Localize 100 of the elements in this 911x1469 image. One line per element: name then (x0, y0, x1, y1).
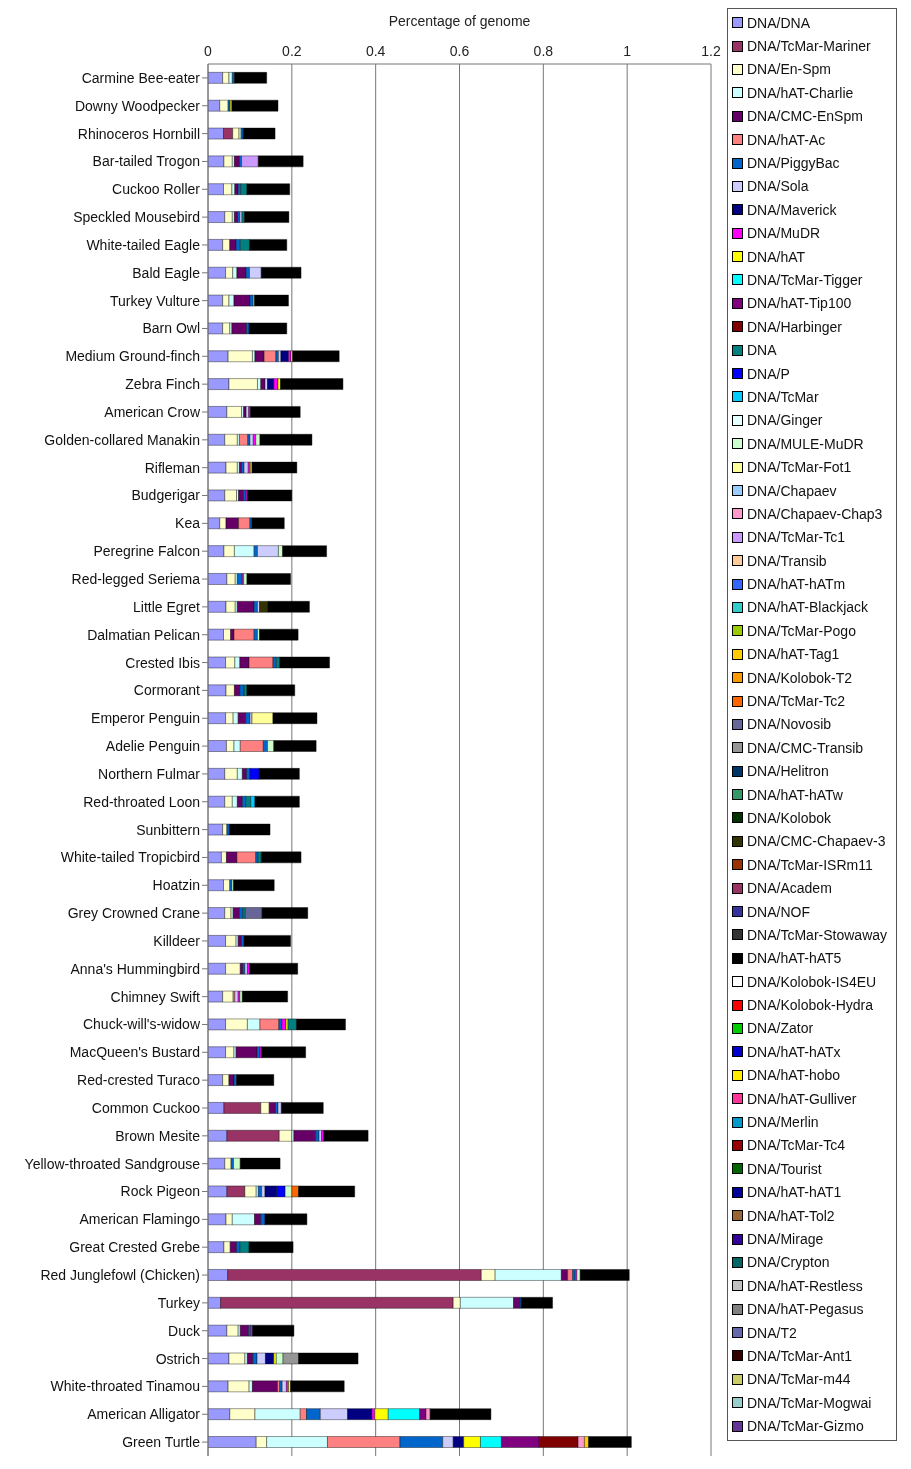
legend-label: DNA/Kolobok-T2 (747, 669, 853, 686)
legend-label: DNA/TcMar-ISRm11 (747, 856, 873, 873)
y-tick-label: Budgerigar (131, 487, 201, 504)
y-tick-label: Kea (175, 515, 201, 532)
legend-label: DNA/hAT-Tag1 (747, 646, 840, 663)
y-tick-label: Green Turtle (122, 1434, 201, 1451)
y-tick-label: Brown Mesite (115, 1127, 201, 1144)
legend-label: DNA/Tourist (747, 1160, 822, 1177)
y-tick-label: Ostrich (155, 1350, 200, 1367)
y-tick-label: White-tailed Eagle (86, 236, 201, 253)
legend-label: DNA/hAT-Restless (747, 1277, 863, 1294)
legend-label: DNA/Maverick (747, 201, 837, 218)
legend-label: DNA/T2 (747, 1324, 797, 1341)
y-tick-label: Red-throated Loon (83, 793, 200, 810)
y-tick-label: American Crow (104, 403, 201, 420)
legend-label: DNA/hAT-Ac (747, 131, 826, 148)
legend-label: DNA/TcMar-Mogwai (747, 1394, 872, 1411)
x-tick-label: 0.2 (282, 43, 302, 59)
legend-label: DNA/hAT-Gulliver (747, 1090, 857, 1107)
y-tick-label: Yellow-throated Sandgrouse (24, 1155, 201, 1172)
legend-label: DNA/Chapaev-Chap3 (747, 505, 883, 522)
y-tick-label: Rhinoceros Hornbill (77, 125, 200, 142)
legend-label: DNA/hAT-hAT5 (747, 950, 842, 967)
y-tick-label: White-tailed Tropicbird (60, 849, 200, 866)
y-tick-label: Red-crested Turaco (77, 1072, 201, 1089)
legend-label: DNA/hAT (747, 248, 806, 265)
x-tick-label: 1 (623, 43, 632, 59)
legend-label: DNA/Sola (747, 178, 809, 195)
legend-label: DNA/TcMar-Tigger (747, 271, 863, 288)
legend-label: DNA/Crypton (747, 1254, 830, 1271)
legend-label: DNA/Novosib (747, 716, 832, 733)
legend-label: DNA/TcMar-Stowaway (747, 926, 888, 943)
legend-label: DNA/TcMar-Tc1 (747, 529, 846, 546)
legend-label: DNA/TcMar-Ant1 (747, 1347, 853, 1364)
legend-label: DNA/Helitron (747, 763, 829, 780)
y-tick-label: Carmine Bee-eater (81, 69, 201, 86)
legend-label: DNA/PiggyBac (747, 155, 840, 172)
y-tick-label: Golden-collared Manakin (44, 431, 200, 448)
legend-label: DNA/TcMar-Tc4 (747, 1137, 846, 1154)
y-tick-label: Adelie Penguin (105, 738, 200, 755)
y-tick-label: Chuck-will's-widow (82, 1016, 201, 1033)
y-tick-label: Rock Pigeon (120, 1183, 200, 1200)
legend-label: DNA/Harbinger (747, 318, 842, 335)
y-tick-label: Common Cuckoo (91, 1099, 201, 1116)
legend-label: DNA/TcMar-Pogo (747, 622, 856, 639)
y-tick-label: Zebra Finch (125, 376, 200, 393)
x-axis-title: Percentage of genome (388, 12, 531, 29)
y-tick-label: Sunbittern (136, 821, 200, 838)
y-tick-label: Little Egret (133, 598, 201, 615)
legend-label: DNA/hAT-hATm (747, 576, 846, 593)
y-tick-label: Turkey (157, 1294, 200, 1311)
legend-label: DNA/DNA (747, 14, 811, 31)
y-tick-label: Northern Fulmar (98, 765, 201, 782)
y-tick-label: American Flamingo (79, 1211, 201, 1228)
legend-label: DNA/TcMar-Gizmo (747, 1418, 864, 1435)
legend-label: DNA/TcMar-Mariner (747, 38, 871, 55)
legend-label: DNA/Academ (747, 880, 832, 897)
legend-label: DNA/MuDR (747, 225, 821, 242)
y-tick-label: Bald Eagle (132, 264, 201, 281)
x-tick-label: 0.6 (449, 43, 470, 59)
legend-label: DNA/Ginger (747, 412, 823, 429)
legend-label: DNA/CMC-EnSpm (747, 108, 863, 125)
y-tick-label: Cuckoo Roller (112, 181, 201, 198)
y-tick-label: Red-legged Seriema (71, 571, 201, 588)
y-tick-label: Killdeer (153, 932, 201, 949)
y-tick-label: Bar-tailed Trogon (92, 153, 200, 170)
legend-label: DNA/hAT-hAT1 (747, 1184, 842, 1201)
legend-label: DNA/hAT-Tol2 (747, 1207, 835, 1224)
x-tick-label: 0.4 (365, 43, 386, 59)
legend-label: DNA/Kolobok (747, 809, 832, 826)
legend-label: DNA/hAT-Blackjack (747, 599, 869, 616)
y-tick-label: American Alligator (87, 1406, 201, 1423)
legend-label: DNA/TcMar-Tc2 (747, 693, 846, 710)
legend-label: DNA/hAT-Pegasus (747, 1301, 864, 1318)
legend-label: DNA/Zator (747, 1020, 814, 1037)
y-tick-label: Rifleman (144, 459, 200, 476)
legend-label: DNA/Kolobok-Hydra (747, 997, 874, 1014)
legend-label: DNA/TcMar (747, 388, 819, 405)
legend-label: DNA/P (747, 365, 790, 382)
legend-label: DNA/Transib (747, 552, 827, 569)
legend-label: DNA/MULE-MuDR (747, 435, 864, 452)
y-tick-label: Speckled Mousebird (73, 209, 200, 226)
legend-label: DNA/TcMar-Fot1 (747, 459, 852, 476)
legend-label: DNA/hAT-Charlie (747, 84, 854, 101)
legend-label: DNA/CMC-Transib (747, 739, 864, 756)
x-tick-label: 0 (204, 43, 213, 59)
y-tick-label: Anna's Hummingbird (70, 960, 200, 977)
legend-label: DNA/Mirage (747, 1231, 824, 1247)
x-tick-label: 1.2 (701, 43, 721, 59)
legend-label: DNA/hAT-hobo (747, 1067, 841, 1084)
y-tick-label: Hoatzin (152, 877, 200, 894)
legend-label: DNA/hAT-Tip100 (747, 295, 852, 312)
y-tick-label: MacQueen's Bustard (69, 1044, 200, 1061)
y-tick-label: Dalmatian Pelican (87, 626, 200, 643)
y-tick-label: Great Crested Grebe (69, 1239, 201, 1256)
legend-label: DNA/Chapaev (747, 482, 837, 499)
y-tick-label: Medium Ground-finch (65, 348, 200, 365)
x-tick-label: 0.8 (533, 43, 554, 59)
legend-label: DNA/hAT-hATx (747, 1043, 841, 1060)
y-tick-label: Duck (168, 1322, 201, 1339)
